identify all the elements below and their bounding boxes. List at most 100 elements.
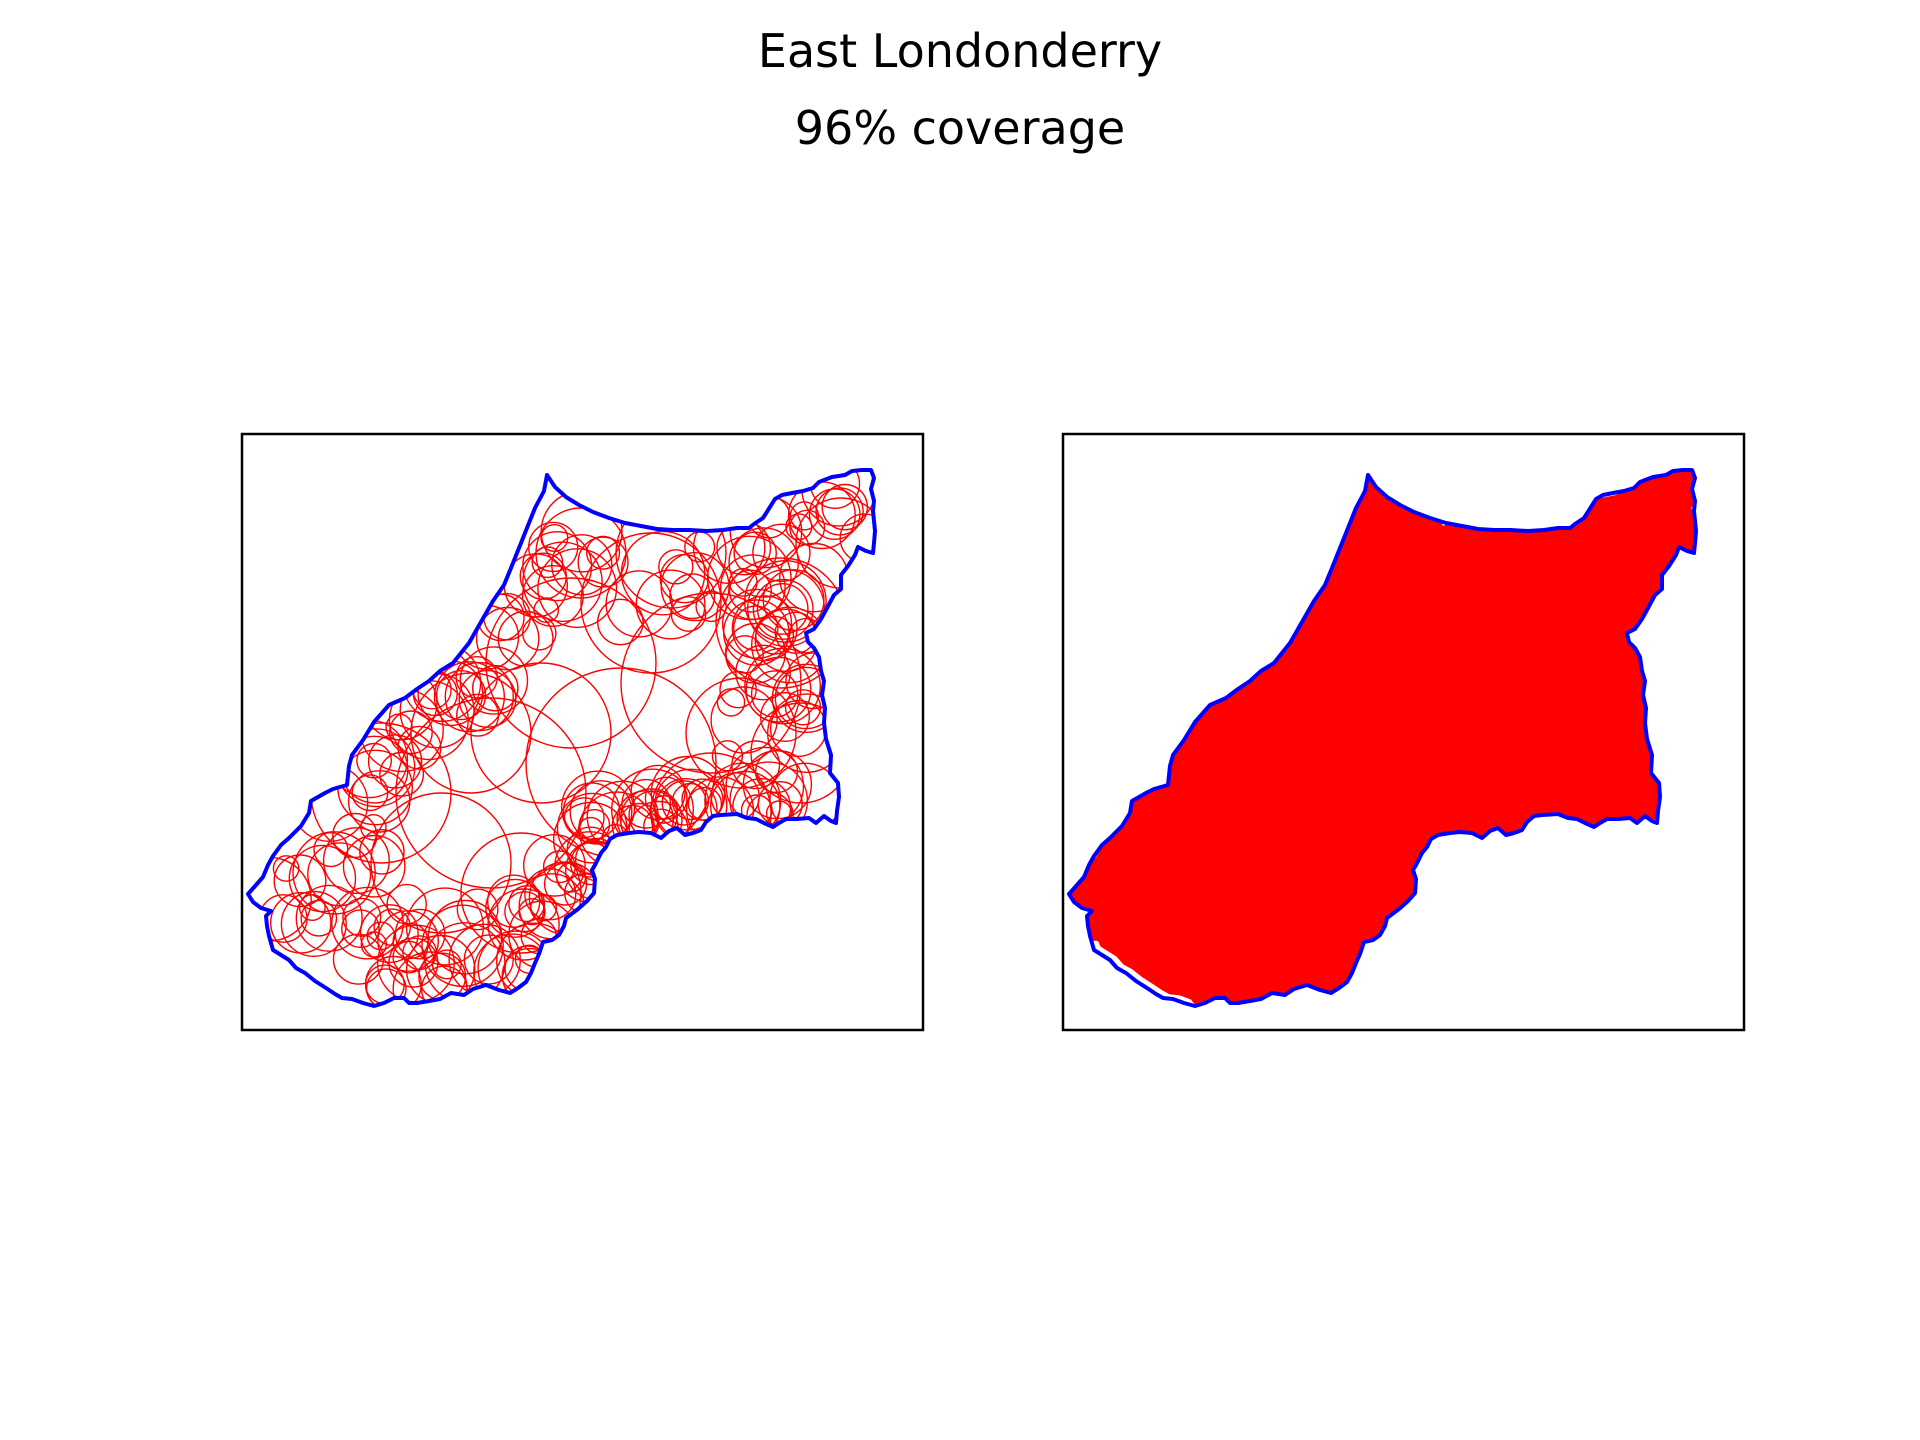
region-boundary-outline — [246, 468, 877, 1008]
coverage-circle — [815, 487, 864, 536]
coverage-circle — [630, 764, 686, 821]
coverage-circle — [521, 564, 584, 627]
coverage-circle — [756, 582, 809, 635]
figure-title: East Londonderry — [757, 24, 1163, 78]
coverage-circle — [522, 833, 586, 897]
coverage-circle — [620, 530, 706, 616]
coverage-circle — [542, 850, 576, 884]
coverage-circle — [373, 908, 411, 947]
coverage-circle — [402, 935, 438, 971]
coverage-circle — [366, 921, 396, 951]
coverage-circle — [621, 778, 672, 829]
coverage-circle — [347, 770, 411, 833]
coverage-circle — [485, 878, 545, 938]
coverage-circle — [784, 689, 822, 726]
coverage-circle — [661, 780, 707, 826]
coverage-circle — [459, 646, 529, 715]
coverage-circle — [386, 883, 427, 925]
coverage-circle — [731, 595, 798, 662]
coverage-circle — [331, 886, 404, 960]
coverage-circle — [531, 546, 564, 579]
coverage-union-fill — [1069, 470, 1696, 1006]
coverage-circle — [456, 693, 500, 737]
coverage-circle — [504, 891, 546, 933]
coverage-circle — [649, 795, 679, 824]
coverage-circle — [483, 592, 531, 641]
coverage-circle — [578, 808, 611, 841]
coverage-circle — [295, 884, 363, 952]
coverage-circle — [269, 891, 332, 954]
coverage-circle-filled — [1253, 950, 1283, 979]
coverage-circle — [774, 666, 838, 730]
coverage-circle — [556, 862, 587, 893]
coverage-circle-filled — [1552, 741, 1601, 789]
coverage-circle — [644, 776, 688, 820]
coverage-subtitle: 96% coverage — [794, 101, 1126, 155]
coverage-circle — [750, 670, 799, 718]
coverage-circle — [360, 813, 387, 841]
coverage-circle — [471, 664, 519, 712]
coverage-circle — [280, 890, 347, 958]
coverage-circle — [487, 874, 541, 928]
coverage-circle — [332, 933, 384, 985]
coverage-circle — [377, 910, 440, 972]
coverage-circle — [497, 610, 554, 667]
coverage-circle — [528, 521, 579, 573]
coverage-circle — [785, 513, 813, 541]
coverage-circle — [313, 832, 349, 868]
coverage-circle-filled — [1342, 918, 1378, 954]
coverage-circle — [789, 501, 820, 531]
coverage-circle-filled — [1110, 845, 1177, 912]
coverage-circle — [659, 553, 709, 604]
coverage-circle — [752, 578, 814, 640]
coverage-circle-filled — [1637, 487, 1685, 535]
coverage-circle — [342, 897, 382, 937]
coverage-circle — [658, 549, 694, 585]
coverage-circle — [669, 573, 716, 620]
coverage-circle — [586, 535, 621, 570]
coverage-circle — [839, 513, 875, 564]
coverage-circle-filled — [1154, 934, 1205, 985]
coverage-circle — [620, 592, 802, 774]
coverage-circle — [310, 722, 452, 864]
union-coverage-panel — [1061, 432, 1746, 1032]
coverage-circle — [728, 567, 758, 597]
coverage-circle-filled — [1479, 549, 1514, 584]
coverage-circle — [706, 535, 792, 621]
coverage-circle-filled — [1362, 524, 1389, 552]
coverage-circle — [307, 842, 372, 907]
coverage-circle — [762, 569, 825, 632]
coverage-circle — [716, 688, 746, 717]
circle-packing-panel — [240, 432, 925, 1032]
coverage-circle-filled — [1351, 895, 1378, 921]
coverage-circle — [537, 548, 618, 629]
coverage-circle-filled — [1377, 863, 1407, 892]
coverage-circle — [711, 740, 744, 772]
coverage-circle — [456, 888, 499, 931]
coverage-circle — [351, 774, 389, 812]
coverage-circle — [671, 782, 710, 821]
coverage-circle-filled — [1219, 726, 1262, 770]
coverage-circle — [405, 887, 485, 966]
coverage-circle — [332, 812, 378, 859]
coverage-circle — [436, 670, 487, 721]
coverage-circle-filled — [1538, 688, 1566, 716]
coverage-circle — [744, 559, 827, 643]
coverage-circle — [444, 661, 515, 732]
coverage-circle — [577, 536, 629, 588]
coverage-circle — [342, 834, 406, 898]
coverage-circle — [821, 483, 869, 531]
coverage-circle — [551, 534, 613, 596]
coverage-circle — [359, 828, 405, 875]
coverage-circle — [721, 588, 793, 659]
coverage-circle — [732, 605, 779, 651]
coverage-circle — [522, 531, 593, 602]
coverage-circle-filled — [1581, 692, 1631, 742]
coverage-circle-filled — [1610, 510, 1646, 545]
coverage-circle — [522, 541, 603, 623]
coverage-circle — [367, 734, 423, 789]
coverage-circle — [524, 868, 577, 921]
coverage-circle-filled — [1277, 656, 1319, 698]
coverage-circle — [322, 827, 390, 895]
coverage-circle — [292, 831, 376, 915]
